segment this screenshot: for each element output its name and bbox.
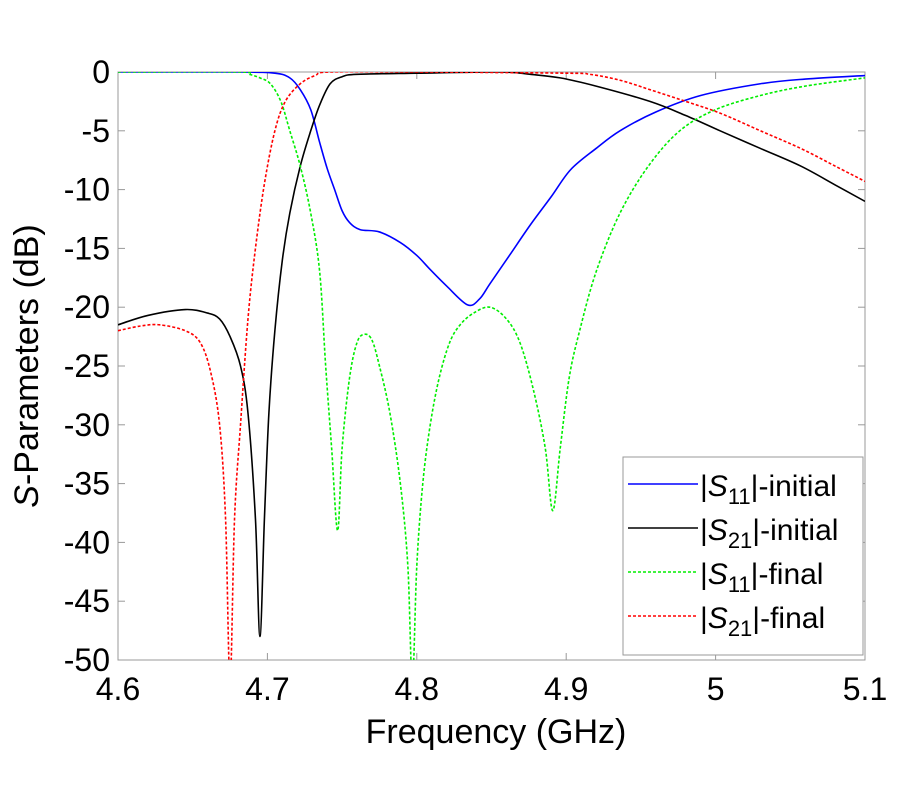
y-tick-label: 0	[92, 54, 110, 90]
legend-label-1: |S21|-initial	[700, 514, 838, 553]
x-tick-label: 5	[707, 671, 725, 707]
y-tick-label: -40	[64, 524, 110, 560]
x-tick-label: 4.6	[96, 671, 140, 707]
y-tick-label: -10	[64, 172, 110, 208]
x-tick-label: 4.7	[245, 671, 289, 707]
legend-label-3: |S21|-final	[700, 602, 825, 641]
y-tick-label: -15	[64, 230, 110, 266]
legend-label-0: |S11|-initial	[700, 470, 837, 509]
y-tick-label: -20	[64, 289, 110, 325]
y-tick-label: -30	[64, 407, 110, 443]
y-tick-label: -50	[64, 642, 110, 678]
y-tick-label: -25	[64, 348, 110, 384]
x-axis-label: Frequency (GHz)	[366, 713, 627, 751]
series-line-1	[118, 72, 865, 638]
y-axis-label: S-Parameters (dB)	[8, 224, 46, 507]
y-tick-label: -5	[82, 113, 110, 149]
x-tick-label: 4.9	[544, 671, 588, 707]
x-tick-label: 5.1	[843, 671, 887, 707]
series-line-0	[118, 72, 865, 307]
y-tick-label: -35	[64, 466, 110, 502]
x-tick-label: 4.8	[395, 671, 439, 707]
y-tick-label: -45	[64, 583, 110, 619]
series-line-3	[118, 72, 865, 660]
legend-label-2: |S11|-final	[700, 558, 823, 597]
legend: |S11|-initial |S21|-initial |S11|-final |S2…	[622, 456, 864, 656]
